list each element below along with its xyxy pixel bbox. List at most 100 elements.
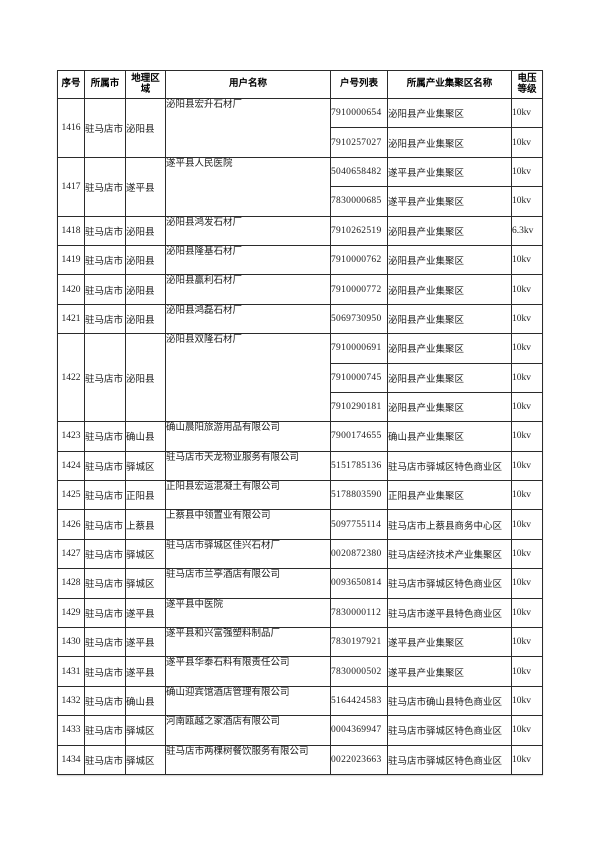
cell-region: 遂平县 xyxy=(125,597,166,629)
cell-region: 泌阳县 xyxy=(125,244,166,276)
cell-voltage-level: 10kv xyxy=(511,656,543,687)
table-row: 1418 驻马店市 泌阳县 泌阳县鸿发石材厂 7910262519 泌阳县产业集聚区 6.3… xyxy=(57,215,543,246)
cell-region: 驿城区 xyxy=(125,538,166,570)
cell-account-number: 7830000502 xyxy=(330,656,388,687)
table-row: 1429 驻马店市 遂平县 遂平县中医院 7830000112 驻马店市遂平县特色商业区 1… xyxy=(57,597,543,629)
cell-region: 驿城区 xyxy=(125,744,166,775)
user-table-body: 1416 驻马店市 泌阳县 泌阳县宏升石材厂 7910000654 泌阳县产业集聚区 10k… xyxy=(57,97,543,775)
cell-cluster-name: 泌阳县产业集聚区 xyxy=(387,362,512,393)
cell-seq: 1429 xyxy=(57,597,85,629)
cell-account-number: 7900174655 xyxy=(330,421,388,452)
cell-voltage-level: 10kv xyxy=(511,450,543,482)
cell-cluster-name: 泌阳县产业集聚区 xyxy=(387,215,512,246)
cell-region: 遂平县 xyxy=(125,656,166,687)
table-row: 1416 驻马店市 泌阳县 泌阳县宏升石材厂 7910000654 泌阳县产业集聚区 10k… xyxy=(57,97,543,158)
cell-seq: 1431 xyxy=(57,656,85,687)
cell-seq: 1426 xyxy=(57,509,85,540)
cell-seq: 1428 xyxy=(57,568,85,599)
cell-cluster-name: 遂平县产业集聚区 xyxy=(387,627,512,658)
cell-user-name: 正阳县宏运混凝土有限公司 xyxy=(165,480,331,511)
table-row: 1424 驻马店市 驿城区 驻马店市天龙物业服务有限公司 5151785136 驻马店市驿… xyxy=(57,450,543,482)
cell-voltage-level: 10kv xyxy=(511,274,543,305)
cell-account-number: 0020872380 xyxy=(330,538,388,570)
cell-voltage-level: 10kv xyxy=(511,744,543,775)
cell-city: 驻马店市 xyxy=(84,538,126,570)
cell-voltage-level: 10kv xyxy=(511,362,543,393)
cell-account-number: 0093650814 xyxy=(330,568,388,599)
table-row: 1426 驻马店市 上蔡县 上蔡县中领置业有限公司 5097755114 驻马店市上蔡县商… xyxy=(57,509,543,540)
cell-voltage-level: 6.3kv xyxy=(511,215,543,246)
cell-city: 驻马店市 xyxy=(84,421,126,452)
user-table-container: 序号 所属市 地理区域 用户名称 户号列表 所属产业集聚区名称 电压等级 1416 驻马店市泌… xyxy=(57,70,543,775)
cell-seq: 1430 xyxy=(57,627,85,658)
cell-seq: 1419 xyxy=(57,244,85,276)
cell-voltage-level: 10kv xyxy=(511,333,543,364)
cell-seq: 1433 xyxy=(57,715,85,746)
cell-cluster-name: 正阳县产业集聚区 xyxy=(387,480,512,511)
cell-seq: 1417 xyxy=(57,156,85,217)
cell-cluster-name: 遂平县产业集聚区 xyxy=(387,656,512,687)
cell-user-name: 确山晨阳旅游用品有限公司 xyxy=(165,421,331,452)
cell-user-name: 泌阳县鸿磊石材厂 xyxy=(165,303,331,335)
cell-account-number: 7910000745 xyxy=(330,362,388,393)
cell-region: 确山县 xyxy=(125,685,166,717)
cell-cluster-name: 驻马店市遂平县特色商业区 xyxy=(387,597,512,629)
cell-seq: 1425 xyxy=(57,480,85,511)
cell-seq: 1423 xyxy=(57,421,85,452)
cell-account-number: 5151785136 xyxy=(330,450,388,482)
cell-region: 泌阳县 xyxy=(125,274,166,305)
table-row: 1419 驻马店市 泌阳县 泌阳县隆基石材厂 7910000762 泌阳县产业集聚区 10k… xyxy=(57,244,543,276)
cell-user-name: 遂平县人民医院 xyxy=(165,156,331,217)
cell-region: 正阳县 xyxy=(125,480,166,511)
cell-seq: 1420 xyxy=(57,274,85,305)
cell-cluster-name: 泌阳县产业集聚区 xyxy=(387,303,512,335)
cell-voltage-level: 10kv xyxy=(511,509,543,540)
cell-cluster-name: 泌阳县产业集聚区 xyxy=(387,97,512,129)
cell-region: 驿城区 xyxy=(125,568,166,599)
cell-account-number: 7910262519 xyxy=(330,215,388,246)
col-header-seq: 序号 xyxy=(57,70,85,99)
cell-account-number: 5069730950 xyxy=(330,303,388,335)
cell-cluster-name: 驻马店市驿城区特色商业区 xyxy=(387,568,512,599)
table-row: 1432 驻马店市 确山县 确山迎宾馆酒店管理有限公司 5164424583 驻马店市确山… xyxy=(57,685,543,717)
cell-voltage-level: 10kv xyxy=(511,244,543,276)
cell-voltage-level: 10kv xyxy=(511,538,543,570)
col-header-city: 所属市 xyxy=(84,70,126,99)
cell-voltage-level: 10kv xyxy=(511,421,543,452)
cell-voltage-level: 10kv xyxy=(511,391,543,423)
cell-user-name: 泌阳县隆基石材厂 xyxy=(165,244,331,276)
table-row: 1417 驻马店市 遂平县 遂平县人民医院 5040658482 遂平县产业集聚区 10kv xyxy=(57,156,543,217)
cell-account-number: 7830000112 xyxy=(330,597,388,629)
cell-city: 驻马店市 xyxy=(84,656,126,687)
cell-city: 驻马店市 xyxy=(84,450,126,482)
cell-cluster-name: 驻马店市上蔡县商务中心区 xyxy=(387,509,512,540)
table-row: 1433 驻马店市 驿城区 河南瓯越之家酒店有限公司 0004369947 驻马店市驿城区… xyxy=(57,715,543,746)
cell-city: 驻马店市 xyxy=(84,744,126,775)
cell-city: 驻马店市 xyxy=(84,333,126,423)
table-row: 1431 驻马店市 遂平县 遂平县华泰石料有限责任公司 7830000502 遂平县产业集… xyxy=(57,656,543,687)
cell-voltage-level: 10kv xyxy=(511,597,543,629)
col-header-region: 地理区域 xyxy=(125,70,166,99)
cell-user-name: 上蔡县中领置业有限公司 xyxy=(165,509,331,540)
cell-account-number: 7910290181 xyxy=(330,391,388,423)
cell-city: 驻马店市 xyxy=(84,244,126,276)
table-row: 1423 驻马店市 确山县 确山晨阳旅游用品有限公司 7900174655 确山县产业集聚… xyxy=(57,421,543,452)
cell-account-number: 5164424583 xyxy=(330,685,388,717)
table-subrow: 7910000745 泌阳县产业集聚区 10kv xyxy=(58,362,543,393)
cell-city: 驻马店市 xyxy=(84,509,126,540)
cell-voltage-level: 10kv xyxy=(511,97,543,129)
cell-cluster-name: 泌阳县产业集聚区 xyxy=(387,127,512,158)
cell-account-number: 0022023663 xyxy=(330,744,388,775)
table-row: 1434 驻马店市 驿城区 驻马店市两棵树餐饮服务有限公司 0022023663 驻马店市… xyxy=(57,744,543,775)
cell-seq: 1434 xyxy=(57,744,85,775)
col-header-user: 用户名称 xyxy=(165,70,331,99)
cell-seq: 1427 xyxy=(57,538,85,570)
cell-user-name: 泌阳县鸿发石材厂 xyxy=(165,215,331,246)
cell-city: 驻马店市 xyxy=(84,303,126,335)
cell-user-name: 确山迎宾馆酒店管理有限公司 xyxy=(165,685,331,717)
cell-account-number: 5040658482 xyxy=(330,156,388,188)
cell-region: 确山县 xyxy=(125,421,166,452)
cell-city: 驻马店市 xyxy=(84,98,126,158)
cell-city: 驻马店市 xyxy=(84,480,126,511)
